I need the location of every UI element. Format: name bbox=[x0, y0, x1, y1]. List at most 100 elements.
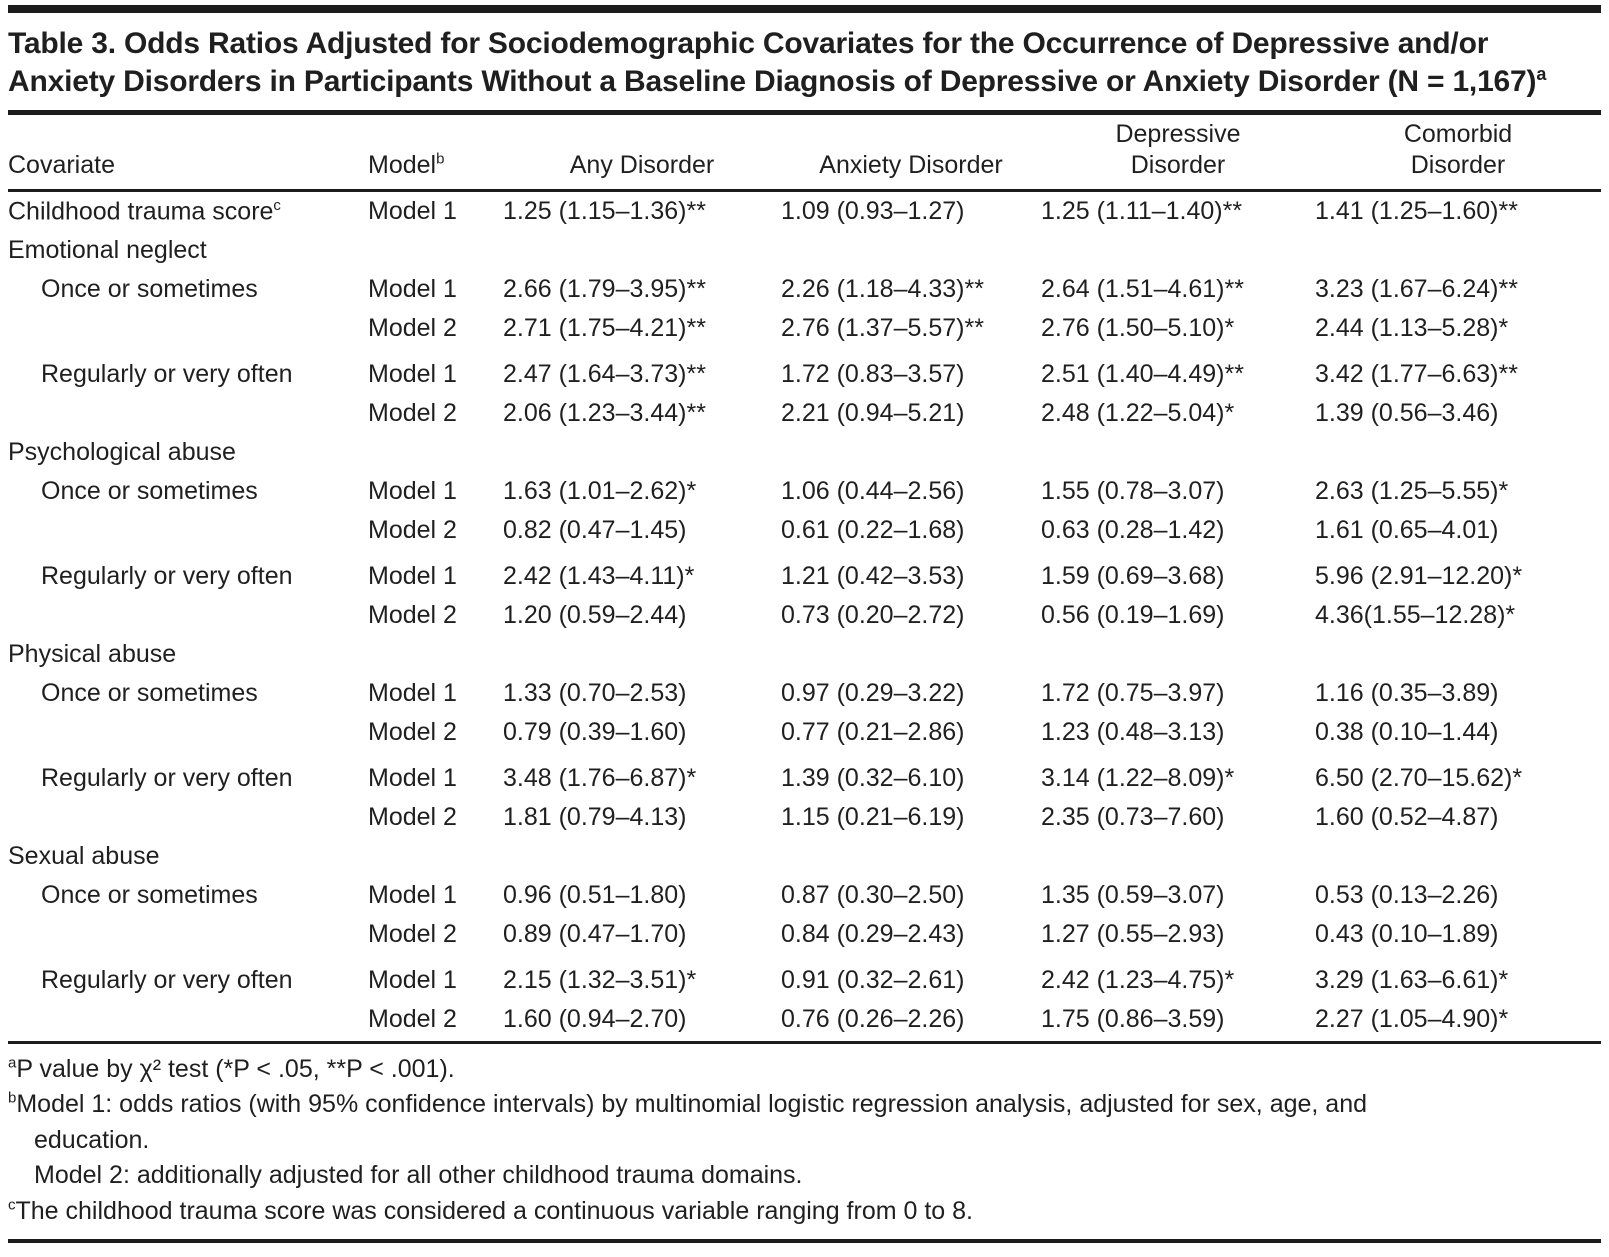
header-model-label: Model bbox=[368, 151, 437, 180]
comorbid-disorder-value-cell: 0.53 (0.13–2.26) bbox=[1315, 880, 1499, 909]
covariate-cell: Once or sometimes bbox=[8, 674, 368, 713]
header-anxiety-disorder: Anxiety Disorder bbox=[781, 115, 1041, 192]
covariate-cell: Once or sometimes bbox=[8, 270, 368, 309]
depressive-disorder-value-cell: 1.75 (0.86–3.59) bbox=[1041, 1004, 1225, 1033]
anxiety-disorder-value-cell: 0.73 (0.20–2.72) bbox=[781, 600, 965, 629]
comorbid-disorder-value-cell: 1.39 (0.56–3.46) bbox=[1315, 398, 1499, 427]
comorbid-disorder-value-cell: 0.43 (0.10–1.89) bbox=[1315, 919, 1499, 948]
covariate-cell: Physical abuse bbox=[8, 635, 368, 674]
model-cell: Model 2 bbox=[368, 919, 457, 948]
model-cell: Model 1 bbox=[368, 880, 457, 909]
any-disorder-value-cell bbox=[503, 635, 781, 674]
covariate-label: Regularly or very often bbox=[41, 965, 293, 994]
table-header: Covariate Modelb Any Disorder Anxiety Di… bbox=[8, 115, 1601, 192]
any-disorder-value-cell: 1.60 (0.94–2.70) bbox=[503, 1004, 687, 1033]
footnotes: aP value by χ² test (*P < .05, **P < .00… bbox=[8, 1040, 1601, 1240]
table-row: Model 2 2.06 (1.23–3.44)** 2.21 (0.94–5.21… bbox=[8, 394, 1601, 433]
covariate-cell bbox=[8, 915, 368, 954]
model-cell bbox=[368, 837, 503, 876]
comorbid-disorder-value-cell: 1.61 (0.65–4.01) bbox=[1315, 515, 1499, 544]
any-disorder-value-cell: 2.66 (1.79–3.95)** bbox=[503, 274, 706, 303]
header-covariate: Covariate bbox=[8, 115, 368, 192]
anxiety-disorder-value-cell: 1.15 (0.21–6.19) bbox=[781, 802, 965, 831]
anxiety-disorder-value-cell: 0.61 (0.22–1.68) bbox=[781, 515, 965, 544]
comorbid-disorder-value-cell: 2.44 (1.13–5.28)* bbox=[1315, 313, 1509, 342]
covariate-cell: Regularly or very often bbox=[8, 550, 368, 596]
table-row: Model 2 0.79 (0.39–1.60) 0.77 (0.21–2.86) 1… bbox=[8, 713, 1601, 752]
comorbid-disorder-value-cell: 3.42 (1.77–6.63)** bbox=[1315, 359, 1518, 388]
section-row: Physical abuse bbox=[8, 635, 1601, 674]
anxiety-disorder-value-cell: 1.06 (0.44–2.56) bbox=[781, 476, 965, 505]
depressive-disorder-value-cell: 2.51 (1.40–4.49)** bbox=[1041, 359, 1244, 388]
anxiety-disorder-value-cell: 0.77 (0.21–2.86) bbox=[781, 717, 965, 746]
covariate-cell: Childhood trauma scorec bbox=[8, 190, 368, 231]
covariate-cell bbox=[8, 596, 368, 635]
comorbid-disorder-value-cell: 0.38 (0.10–1.44) bbox=[1315, 717, 1499, 746]
covariate-cell bbox=[8, 1000, 368, 1039]
model-cell: Model 2 bbox=[368, 515, 457, 544]
model-cell: Model 2 bbox=[368, 398, 457, 427]
covariate-cell: Regularly or very often bbox=[8, 954, 368, 1000]
comorbid-disorder-value-cell bbox=[1315, 231, 1601, 270]
covariate-cell: Regularly or very often bbox=[8, 348, 368, 394]
comorbid-disorder-value-cell bbox=[1315, 635, 1601, 674]
covariate-cell: Emotional neglect bbox=[8, 231, 368, 270]
header-comorbid-line2: Disorder bbox=[1410, 151, 1506, 180]
model-cell: Model 1 bbox=[368, 763, 457, 792]
comorbid-disorder-value-cell: 3.23 (1.67–6.24)** bbox=[1315, 274, 1518, 303]
depressive-disorder-value-cell: 3.14 (1.22–8.09)* bbox=[1041, 763, 1235, 792]
footnote-b: bModel 1: odds ratios (with 95% confiden… bbox=[8, 1087, 1474, 1158]
covariate-cell: Once or sometimes bbox=[8, 472, 368, 511]
anxiety-disorder-value-cell: 1.39 (0.32–6.10) bbox=[781, 763, 965, 792]
anxiety-disorder-value-cell: 0.84 (0.29–2.43) bbox=[781, 919, 965, 948]
covariate-label: Once or sometimes bbox=[41, 880, 258, 909]
footnote-c-text: The childhood trauma score was considere… bbox=[15, 1196, 973, 1225]
table-row: Model 2 2.71 (1.75–4.21)** 2.76 (1.37–5.57… bbox=[8, 309, 1601, 348]
any-disorder-value-cell: 1.81 (0.79–4.13) bbox=[503, 802, 687, 831]
covariate-cell: Regularly or very often bbox=[8, 752, 368, 798]
journal-table-figure: Table 3. Odds Ratios Adjusted for Sociod… bbox=[0, 5, 1609, 1244]
comorbid-disorder-value-cell: 2.63 (1.25–5.55)* bbox=[1315, 476, 1509, 505]
model-cell: Model 1 bbox=[368, 965, 457, 994]
model-cell: Model 1 bbox=[368, 274, 457, 303]
table-row: Model 2 1.60 (0.94–2.70) 0.76 (0.26–2.26) 1… bbox=[8, 1000, 1601, 1039]
covariate-label: Physical abuse bbox=[8, 639, 177, 668]
depressive-disorder-value-cell bbox=[1041, 433, 1315, 472]
anxiety-disorder-value-cell bbox=[781, 231, 1041, 270]
any-disorder-value-cell bbox=[503, 433, 781, 472]
footnote-b-text: Model 1: odds ratios (with 95% confidenc… bbox=[16, 1090, 1368, 1154]
covariate-cell bbox=[8, 309, 368, 348]
any-disorder-value-cell: 2.06 (1.23–3.44)** bbox=[503, 398, 706, 427]
depressive-disorder-value-cell: 2.64 (1.51–4.61)** bbox=[1041, 274, 1244, 303]
covariate-footnote-marker: c bbox=[273, 196, 281, 214]
covariate-label: Once or sometimes bbox=[41, 476, 258, 505]
covariate-label: Emotional neglect bbox=[8, 235, 207, 264]
model-cell: Model 2 bbox=[368, 313, 457, 342]
footnote-b-model2-text: Model 2: additionally adjusted for all o… bbox=[34, 1161, 803, 1190]
anxiety-disorder-value-cell: 2.21 (0.94–5.21) bbox=[781, 398, 965, 427]
any-disorder-value-cell: 1.25 (1.15–1.36)** bbox=[503, 196, 706, 225]
any-disorder-value-cell: 2.42 (1.43–4.11)* bbox=[503, 561, 695, 590]
anxiety-disorder-value-cell: 0.76 (0.26–2.26) bbox=[781, 1004, 965, 1033]
anxiety-disorder-value-cell: 0.97 (0.29–3.22) bbox=[781, 678, 965, 707]
comorbid-disorder-value-cell: 3.29 (1.63–6.61)* bbox=[1315, 965, 1509, 994]
anxiety-disorder-value-cell: 2.76 (1.37–5.57)** bbox=[781, 313, 984, 342]
model-cell: Model 1 bbox=[368, 561, 457, 590]
table-title: Table 3. Odds Ratios Adjusted for Sociod… bbox=[8, 25, 1588, 100]
depressive-disorder-value-cell: 1.35 (0.59–3.07) bbox=[1041, 880, 1225, 909]
depressive-disorder-value-cell: 1.72 (0.75–3.97) bbox=[1041, 678, 1225, 707]
any-disorder-value-cell bbox=[503, 231, 781, 270]
covariate-cell bbox=[8, 798, 368, 837]
footnote-b-marker: b bbox=[8, 1090, 17, 1107]
depressive-disorder-value-cell: 1.25 (1.11–1.40)** bbox=[1041, 196, 1243, 225]
header-depressive-line1: Depressive bbox=[1115, 120, 1241, 148]
odds-ratio-table: Covariate Modelb Any Disorder Anxiety Di… bbox=[8, 115, 1601, 1039]
footnote-b-model2: Model 2: additionally adjusted for all o… bbox=[34, 1158, 1601, 1194]
table-row: Regularly or very often Model 1 2.42 (1.43… bbox=[8, 550, 1601, 596]
bottom-rule bbox=[8, 1239, 1601, 1244]
covariate-label: Childhood trauma score bbox=[8, 196, 274, 225]
table-row: Model 2 0.82 (0.47–1.45) 0.61 (0.22–1.68) 0… bbox=[8, 511, 1601, 550]
covariate-label: Regularly or very often bbox=[41, 763, 293, 792]
table-row: Model 2 1.81 (0.79–4.13) 1.15 (0.21–6.19) 2… bbox=[8, 798, 1601, 837]
depressive-disorder-value-cell bbox=[1041, 837, 1315, 876]
